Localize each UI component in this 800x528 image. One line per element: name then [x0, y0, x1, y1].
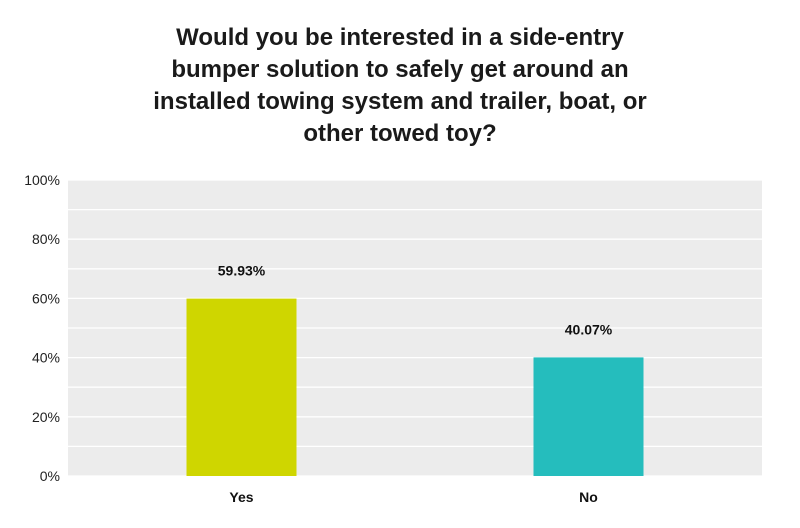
y-tick-label: 40%	[32, 350, 60, 366]
y-tick-label: 0%	[40, 468, 60, 484]
data-label: 40.07%	[565, 321, 613, 337]
chart-title: Would you be interested in a side-entry …	[153, 24, 647, 147]
data-label: 59.93%	[218, 263, 266, 279]
bar-yes	[186, 298, 297, 476]
x-category-label: Yes	[229, 489, 253, 505]
y-tick-label: 100%	[24, 172, 60, 188]
y-tick-label: 60%	[32, 290, 60, 306]
y-tick-label: 20%	[32, 409, 60, 425]
bar-no	[533, 357, 644, 476]
x-category-label: No	[579, 489, 598, 505]
y-tick-label: 80%	[32, 231, 60, 247]
